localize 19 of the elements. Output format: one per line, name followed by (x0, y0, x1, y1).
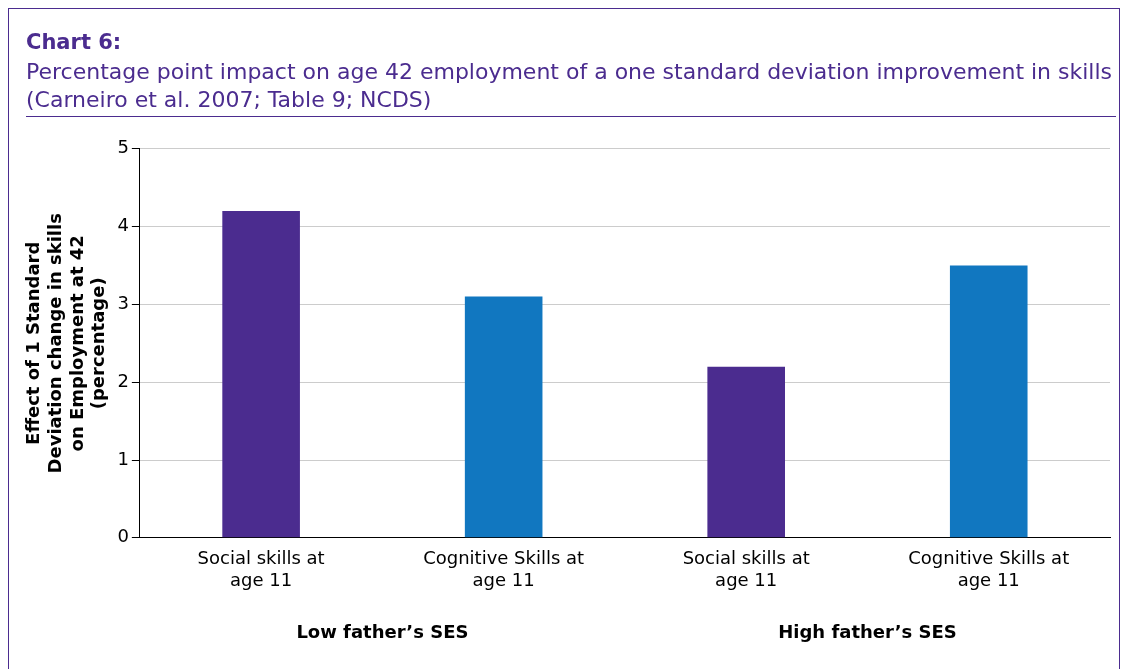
text: Low father’s SES (296, 620, 469, 642)
bar (949, 265, 1028, 538)
y-tick-label: 3 (117, 292, 129, 314)
bar (464, 296, 543, 538)
y-tick-label: 0 (117, 525, 129, 547)
chart-subtitle: Percentage point impact on age 42 employment of a one standard deviation improvement in skills (Carneiro et al. 2007; Table 9; NCDS) (26, 58, 1116, 117)
y-tick-label: 1 (117, 447, 129, 469)
y-axis-title: Effect of 1 Standard Deviation change in skills on Employment at 42 (percentage) (22, 213, 109, 474)
chart-title: Chart 6: (26, 30, 122, 54)
bar (707, 366, 785, 538)
text: High father’s SES (778, 620, 957, 642)
x-tick-label: Cognitive Skills at age 11 (423, 547, 585, 590)
bar (222, 211, 300, 538)
y-tick-label: 4 (117, 214, 129, 236)
y-tick-label: 5 (117, 136, 129, 158)
y-tick-label: 2 (117, 369, 129, 391)
x-tick-label: Cognitive Skills at age 11 (908, 547, 1070, 590)
x-tick-label: Social skills at age 11 (197, 547, 325, 590)
x-tick-label: Social skills at age 11 (682, 547, 810, 590)
